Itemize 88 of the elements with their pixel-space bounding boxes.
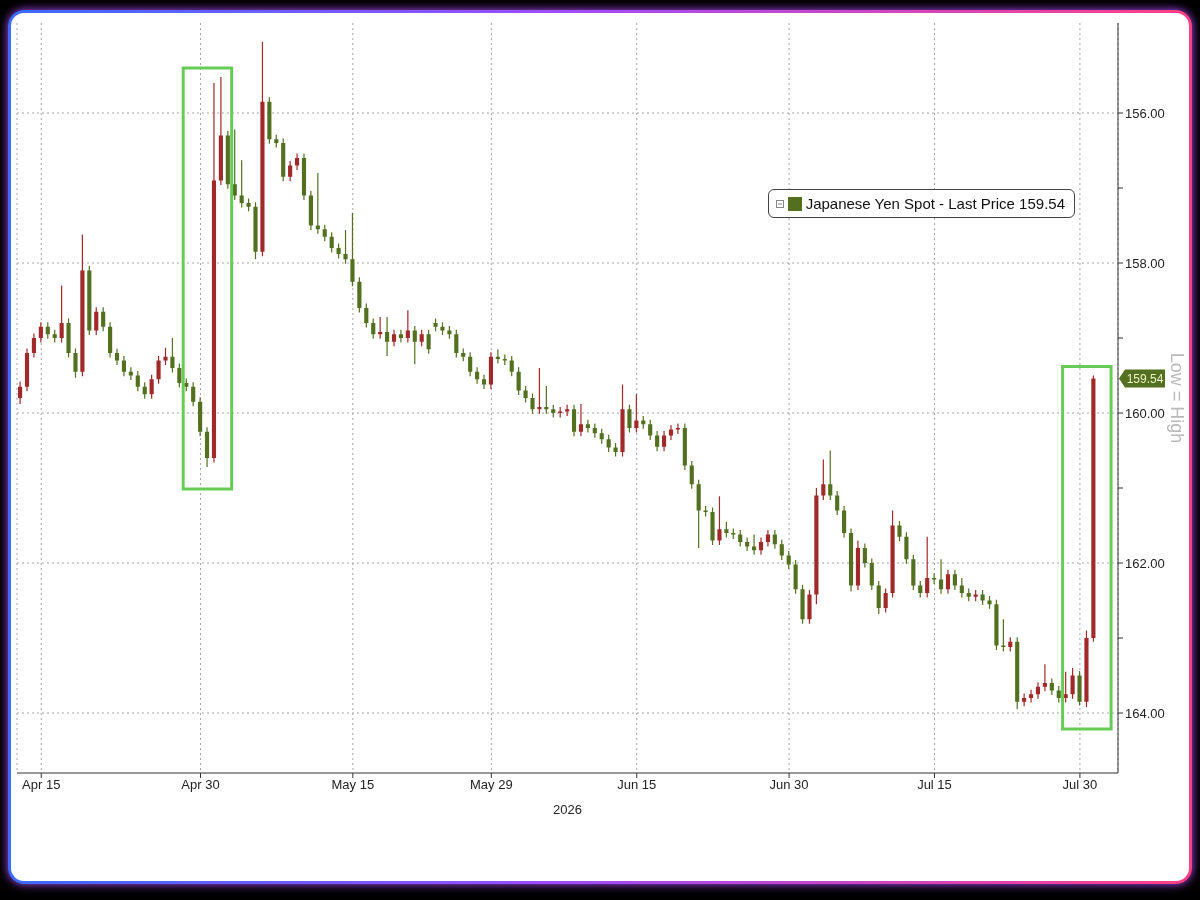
candlestick — [121, 355, 127, 377]
candlestick — [835, 490, 840, 516]
candlestick — [59, 284, 64, 344]
candlestick — [1022, 692, 1027, 707]
x-tick-label: Jul 30 — [1062, 777, 1098, 793]
candlestick — [73, 347, 78, 379]
x-tick-label: Apr 15 — [22, 777, 61, 793]
candlestick — [925, 536, 930, 599]
candlestick — [959, 577, 964, 599]
x-axis-title: 2026 — [553, 802, 582, 817]
candlestick — [371, 317, 376, 340]
candlestick — [661, 430, 667, 452]
candlestick — [1028, 689, 1034, 704]
candlestick — [571, 404, 577, 437]
candlestick — [94, 306, 99, 336]
candlestick — [821, 458, 826, 501]
candlestick — [862, 542, 867, 569]
candlestick — [952, 569, 957, 591]
candlestick — [509, 355, 514, 377]
candlestick — [288, 160, 293, 182]
candlestick — [149, 374, 154, 400]
x-tick-label: Jul 15 — [917, 777, 952, 793]
candlestick — [343, 229, 348, 265]
candlestick — [585, 419, 590, 434]
x-tick-label: May 29 — [470, 777, 513, 793]
candlestick — [779, 539, 784, 561]
candlestick — [1042, 663, 1047, 692]
candlestick — [634, 393, 639, 434]
candlestick — [468, 351, 473, 377]
candlestick — [426, 329, 431, 355]
candlestick — [170, 337, 175, 374]
y-tick-label: 164.00 — [1125, 705, 1165, 721]
candlestick — [177, 362, 182, 389]
candlestick — [385, 316, 390, 357]
candlestick — [405, 309, 410, 344]
candlestick — [717, 495, 722, 546]
candlestick — [765, 529, 770, 548]
candlestick — [828, 449, 833, 501]
text: 159.54 — [1126, 371, 1164, 386]
candlestick — [627, 404, 632, 434]
candlestick — [675, 422, 680, 435]
y-tick-label: 156.00 — [1125, 105, 1165, 121]
candlestick — [101, 306, 106, 332]
x-tick-label: May 15 — [331, 777, 375, 793]
candlestick — [481, 374, 487, 390]
candlestick — [842, 505, 847, 539]
candlestick — [1063, 671, 1068, 704]
candlestick — [883, 587, 888, 614]
candlestick — [128, 366, 133, 381]
y-tick-label: 162.00 — [1125, 555, 1165, 571]
candlestick — [232, 128, 237, 201]
candlestick — [18, 380, 23, 405]
candlestick — [876, 580, 881, 615]
candlestick — [530, 392, 535, 415]
candlestick — [689, 460, 694, 490]
y-axis-title: Low = High — [1167, 352, 1187, 444]
candlestick — [398, 329, 403, 344]
candlestick — [932, 572, 937, 585]
candlestick — [475, 366, 480, 385]
candlestick — [1070, 667, 1075, 700]
candlestick — [648, 419, 653, 441]
candlestick — [156, 355, 161, 385]
candlestick — [655, 430, 660, 452]
candlestick — [578, 403, 584, 437]
candlestick — [135, 370, 140, 392]
x-tick-label: Jun 30 — [769, 777, 809, 793]
candlestick — [904, 531, 909, 565]
candlestick — [945, 569, 951, 595]
candlestick — [38, 321, 43, 344]
x-tick-label: Apr 30 — [181, 777, 220, 793]
candlestick — [454, 329, 459, 359]
candlestick — [1035, 681, 1041, 700]
legend-label: Japanese Yen Spot - Last Price 159.54 — [805, 195, 1065, 212]
candlestick — [668, 424, 674, 441]
candlestick — [412, 325, 417, 365]
candlestick — [31, 332, 36, 359]
candlestick — [364, 302, 369, 329]
y-tick-label: 160.00 — [1125, 405, 1165, 421]
candlestick — [329, 231, 334, 254]
candlestick — [350, 212, 355, 287]
x-tick-label: Jun 15 — [617, 777, 657, 793]
y-tick-label: 158.00 — [1125, 255, 1165, 271]
candlestick — [516, 366, 521, 396]
candlestick — [565, 404, 570, 417]
candlestick — [239, 159, 244, 209]
candlestick — [897, 520, 902, 542]
candlestick — [869, 557, 874, 591]
candlestick — [191, 381, 196, 407]
